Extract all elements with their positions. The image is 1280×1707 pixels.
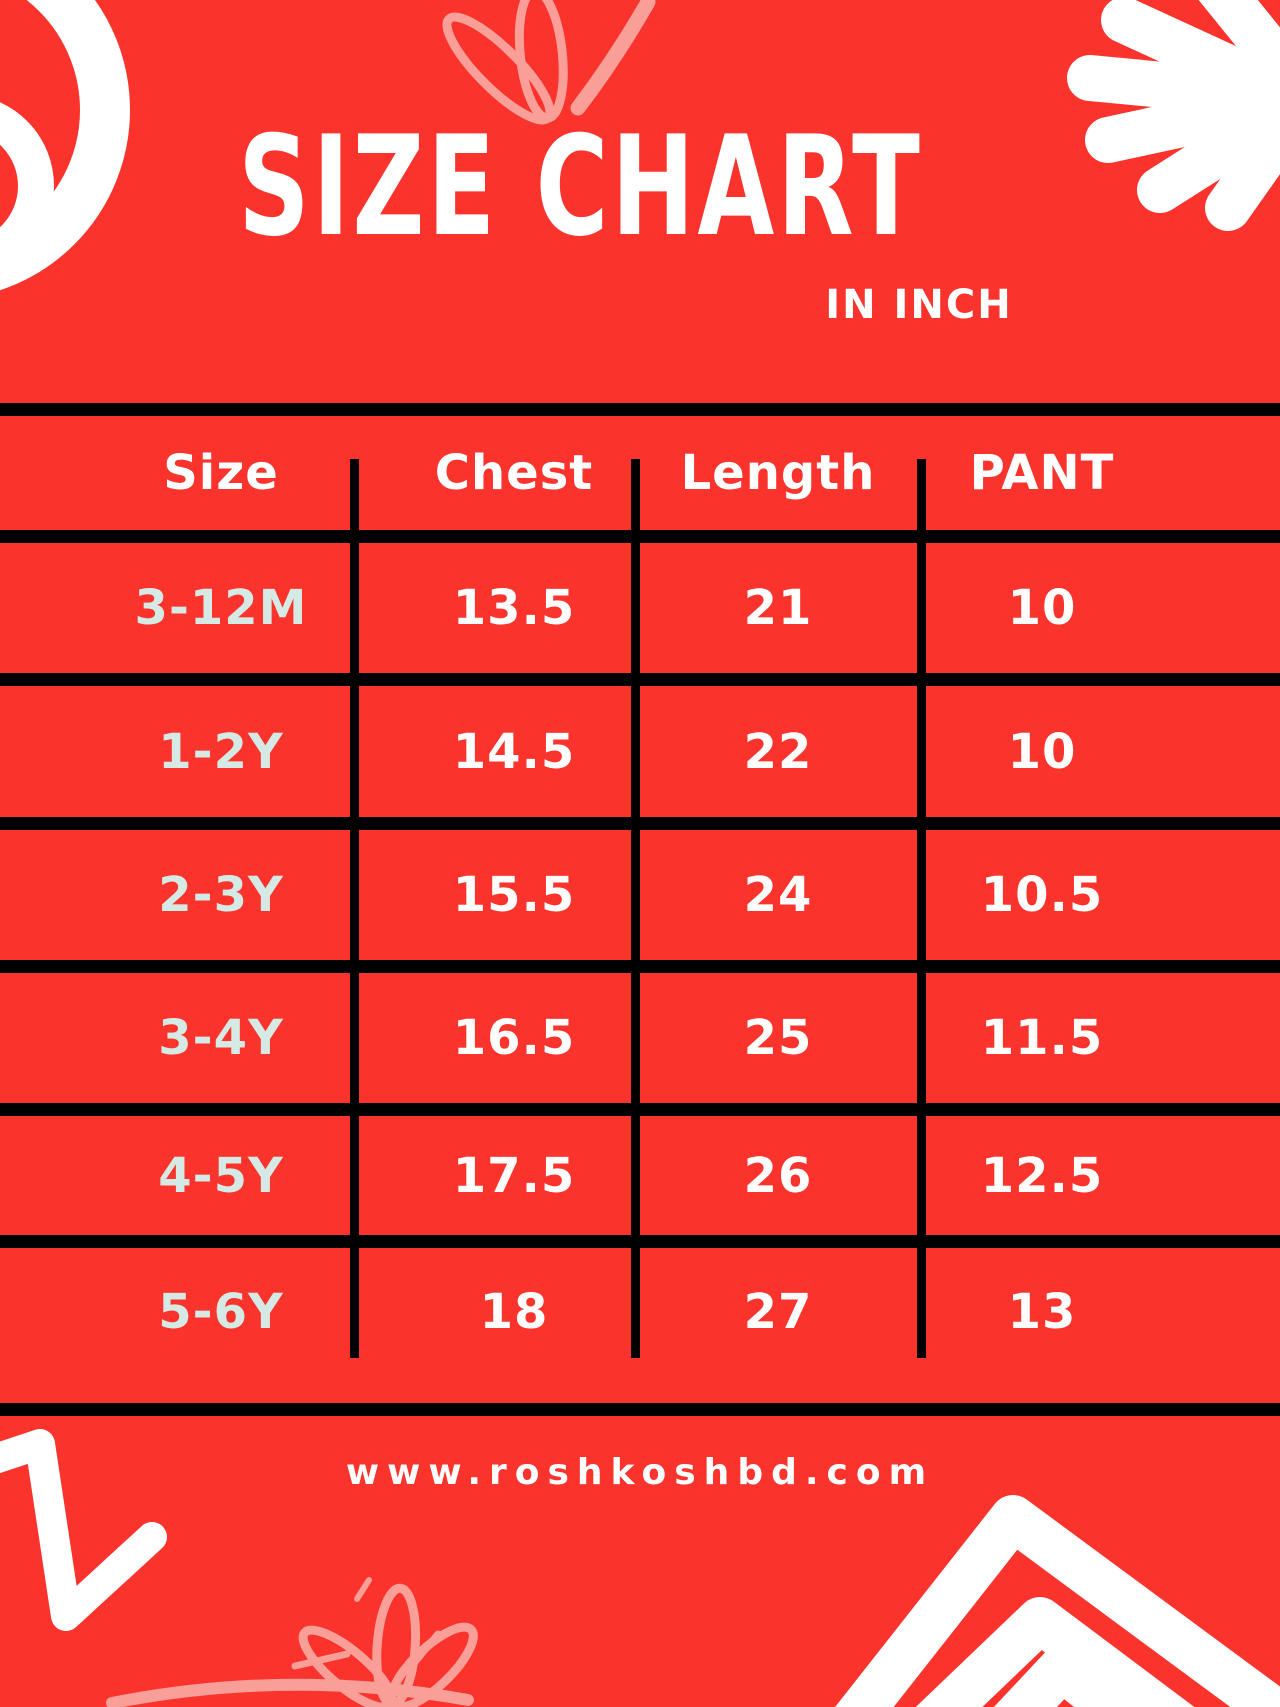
column-header-chest: Chest: [434, 445, 594, 501]
gridline-vertical: [917, 459, 926, 1358]
column-header-size: Size: [163, 445, 279, 501]
size-cell: 5-6Y: [158, 1284, 284, 1340]
flower-doodle-top: [442, 0, 656, 125]
length-cell: 25: [743, 1010, 813, 1066]
corner-rings-doodle: [0, 0, 130, 291]
pant-cell: 11.5: [980, 1010, 1104, 1066]
table-row: 5-6Y 18 27 13: [0, 1248, 1280, 1376]
website-url: www.roshkoshbd.com: [345, 1452, 935, 1493]
page-title: SIZE CHART: [237, 106, 923, 267]
gridline-horizontal: [0, 403, 1280, 416]
table-row: 4-5Y 17.5 26 12.5: [0, 1116, 1280, 1235]
gridline-horizontal: [0, 1235, 1280, 1248]
length-cell: 27: [743, 1284, 813, 1340]
page-title-wrap: SIZE CHART: [0, 118, 1220, 256]
chest-cell: 18: [479, 1284, 549, 1340]
gridline-vertical: [350, 459, 359, 1358]
column-header-length: Length: [680, 445, 876, 501]
length-cell: 26: [743, 1147, 813, 1204]
chest-cell: 15.5: [452, 867, 576, 923]
gridline-horizontal: [0, 1403, 1280, 1416]
size-cell: 4-5Y: [158, 1147, 284, 1204]
gridline-horizontal: [0, 817, 1280, 830]
table-row: 2-3Y 15.5 24 10.5: [0, 830, 1280, 960]
pant-cell: 10.5: [980, 867, 1104, 923]
table-row: 3-12M 13.5 21 10: [0, 543, 1280, 673]
gridline-horizontal: [0, 530, 1280, 543]
gridline-horizontal: [0, 673, 1280, 686]
length-cell: 21: [743, 580, 813, 636]
column-header-pant: PANT: [969, 445, 1115, 501]
chest-cell: 13.5: [452, 580, 576, 636]
size-cell: 2-3Y: [158, 867, 284, 923]
size-cell: 1-2Y: [158, 723, 284, 780]
chevron-doodle: [835, 1495, 1280, 1707]
page-subtitle: IN INCH: [825, 282, 1013, 328]
size-cell: 3-4Y: [158, 1010, 284, 1066]
pant-cell: 12.5: [980, 1147, 1104, 1204]
size-cell: 3-12M: [134, 580, 308, 636]
flower-doodle-bottom: [106, 1577, 478, 1707]
pant-cell: 13: [1007, 1284, 1077, 1340]
pant-cell: 10: [1007, 723, 1077, 780]
pant-cell: 10: [1007, 580, 1077, 636]
chest-cell: 14.5: [452, 723, 576, 780]
gridline-vertical: [631, 459, 640, 1358]
gridline-horizontal: [0, 1103, 1280, 1116]
table-header-row: Size Chest Length PANT: [0, 416, 1280, 530]
length-cell: 24: [743, 867, 813, 923]
table-row: 1-2Y 14.5 22 10: [0, 686, 1280, 817]
length-cell: 22: [743, 723, 813, 780]
table-row: 3-4Y 16.5 25 11.5: [0, 973, 1280, 1103]
zigzag-doodle: [0, 1429, 167, 1631]
chest-cell: 16.5: [452, 1010, 576, 1066]
chest-cell: 17.5: [452, 1147, 576, 1204]
gridline-horizontal: [0, 960, 1280, 973]
